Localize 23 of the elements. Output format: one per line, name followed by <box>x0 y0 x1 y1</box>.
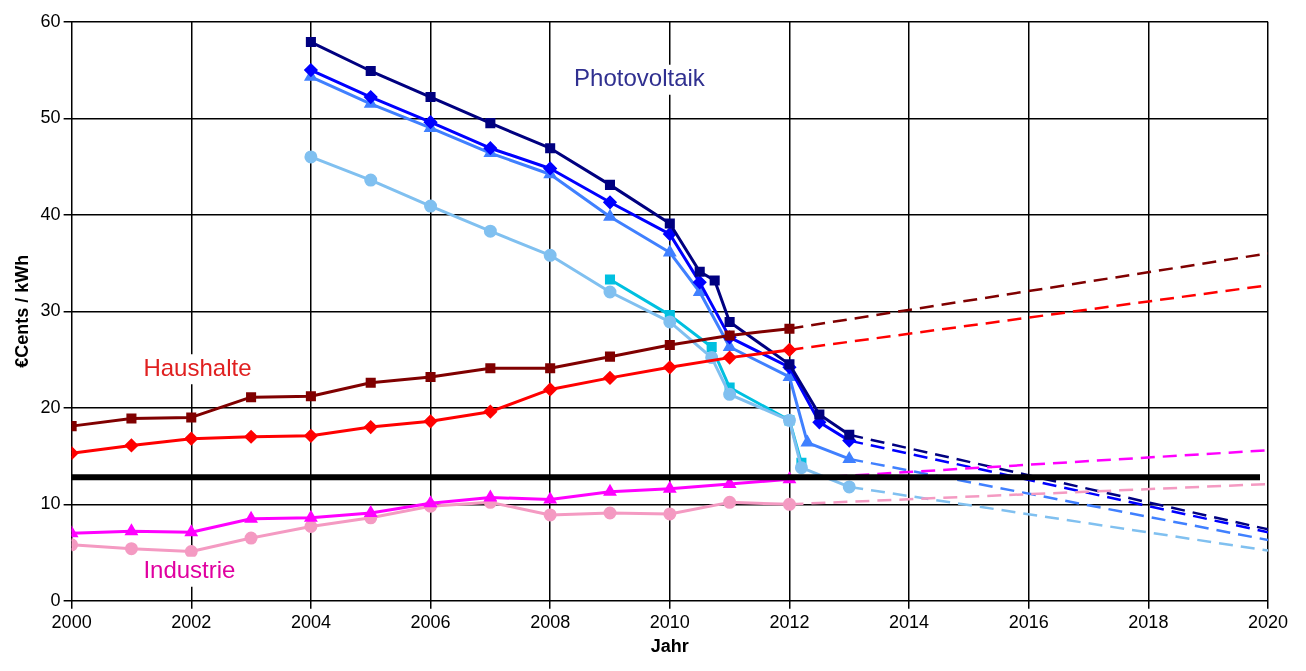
y-tick-label: 20 <box>40 396 61 417</box>
x-tick-label: 2020 <box>1247 611 1289 632</box>
annotation: Industrie <box>143 556 236 584</box>
y-tick-label: 50 <box>40 107 61 128</box>
x-tick-label: 2016 <box>1008 611 1049 632</box>
annotation: Haushalte <box>143 353 252 381</box>
x-tick-label: 2014 <box>889 611 930 632</box>
x-tick-label: 2018 <box>1128 611 1169 632</box>
x-tick-label: 2006 <box>410 611 451 632</box>
y-tick-label: 0 <box>50 589 61 610</box>
x-tick-label: 2008 <box>530 611 571 632</box>
x-axis-title: Jahr <box>650 636 689 657</box>
y-tick-label: 30 <box>40 300 61 321</box>
y-tick-label: 40 <box>40 203 61 224</box>
y-axis-title: €Cents / kWh <box>11 254 32 368</box>
x-tick-label: 2004 <box>290 611 331 632</box>
x-tick-label: 2012 <box>769 611 810 632</box>
x-tick-label: 2010 <box>649 611 690 632</box>
y-tick-label: 60 <box>40 10 61 31</box>
x-tick-label: 2002 <box>171 611 212 632</box>
y-tick-label: 10 <box>40 493 61 514</box>
x-tick-label: 2000 <box>51 611 92 632</box>
annotation: Photovoltaik <box>574 64 706 92</box>
